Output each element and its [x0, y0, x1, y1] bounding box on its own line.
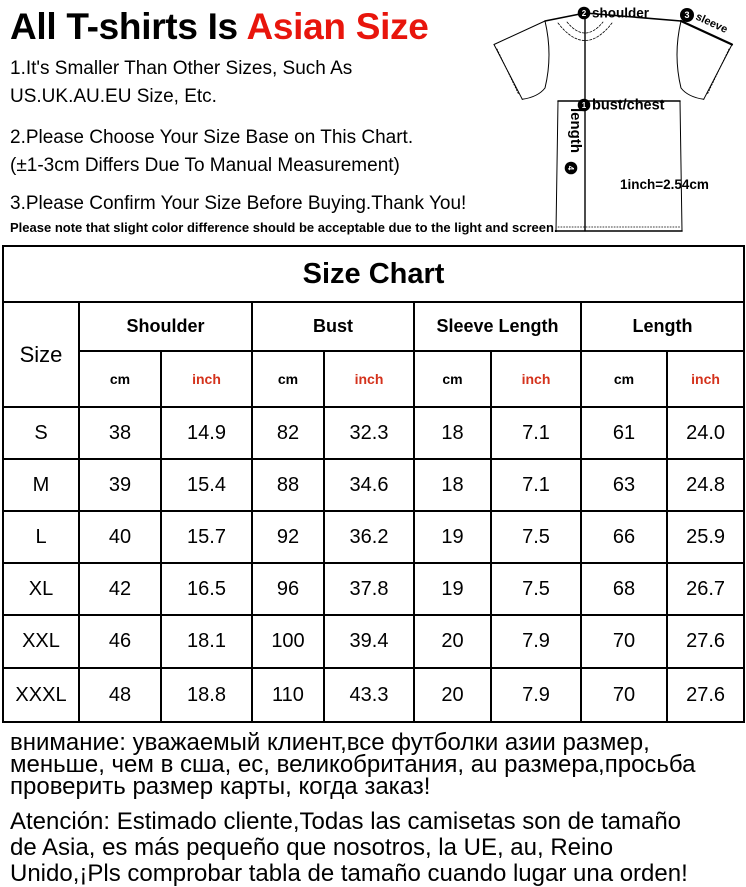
svg-text:2: 2: [582, 9, 587, 18]
svg-text:4: 4: [566, 166, 575, 171]
svg-text:length: length: [567, 108, 584, 153]
svg-text:sleeve: sleeve: [694, 11, 730, 36]
svg-text:1inch=2.54cm: 1inch=2.54cm: [620, 177, 709, 192]
svg-text:bust/chest: bust/chest: [592, 98, 665, 114]
svg-text:shoulder: shoulder: [592, 6, 650, 21]
svg-text:3: 3: [684, 10, 689, 20]
